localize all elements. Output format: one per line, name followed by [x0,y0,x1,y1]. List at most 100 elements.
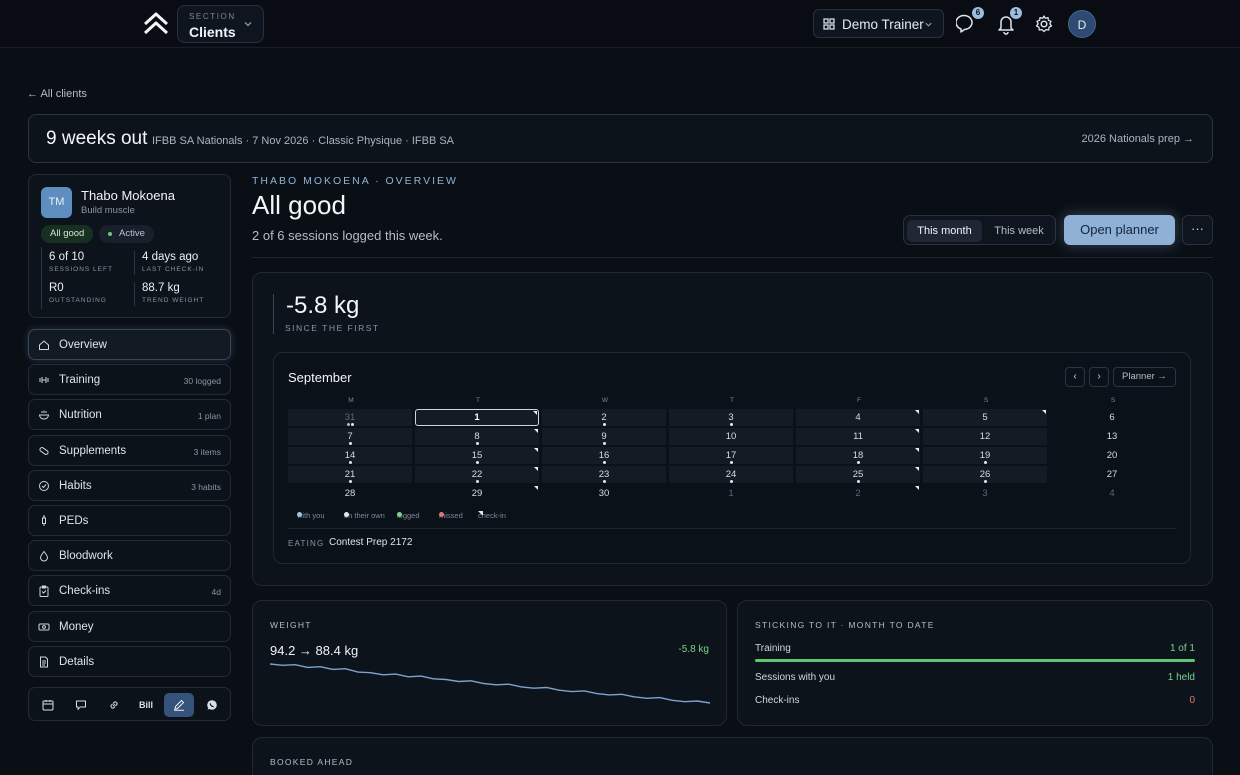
calendar-day[interactable]: 20 [1050,447,1174,464]
user-avatar[interactable]: D [1068,10,1096,38]
more-options-button[interactable]: ··· [1182,215,1213,245]
calendar-day-number: 7 [347,431,353,442]
client-goal: Build muscle [81,205,135,216]
calendar-day[interactable]: 8 [415,428,539,445]
calendar-day[interactable]: 3 [669,409,793,426]
chat-bubble-icon [76,700,86,710]
tab-this-month[interactable]: This month [907,220,982,242]
messages-button[interactable] [955,12,980,36]
calendar-day-number: 1 [728,488,734,499]
stat-divider [134,282,135,306]
calendar-day[interactable]: 3 [923,485,1047,502]
tab-this-week[interactable]: This week [994,225,1044,237]
calendar-day-number: 17 [725,450,737,461]
open-planner-button[interactable]: Open planner [1064,215,1175,245]
calendar-day[interactable]: 2 [796,485,920,502]
session-dot-own [475,442,479,445]
calendar-day[interactable]: 22 [415,466,539,483]
calendar-day[interactable]: 16 [542,447,666,464]
logo-chevrons-icon[interactable] [142,11,170,37]
whatsapp-button[interactable] [197,693,227,717]
weekday-label: S [983,397,989,404]
stat-label: TREND WEIGHT [142,297,205,304]
booked-ahead-label: BOOKED AHEAD [270,757,354,767]
sidebar-item-money[interactable]: Money [28,610,231,642]
calendar-day[interactable]: 29 [415,485,539,502]
calendar-day[interactable]: 1 [669,485,793,502]
calendar-day[interactable]: 15 [415,447,539,464]
sidebar-item-peds[interactable]: PEDs [28,505,231,536]
calendar-prev-button[interactable]: ‹ [1065,367,1085,387]
overview-eyebrow: THABO MOKOENA · OVERVIEW [252,175,458,187]
back-to-clients-link[interactable]: ← All clients [27,88,87,100]
calendar-day[interactable]: 7 [288,428,412,445]
calendar-day[interactable]: 13 [1050,428,1174,445]
notifications-button[interactable] [994,12,1018,36]
calendar-day[interactable]: 28 [288,485,412,502]
booked-ahead-card: BOOKED AHEAD [252,737,1213,775]
calendar-day[interactable]: 19 [923,447,1047,464]
sidebar-item-overview[interactable]: Overview [28,329,231,360]
prep-link[interactable]: 2026 Nationals prep → [1081,133,1194,145]
calendar-day[interactable]: 4 [796,409,920,426]
calendar-day[interactable]: 2 [542,409,666,426]
weight-card[interactable]: WEIGHT 94.2 → 88.4 kg -5.8 kg [252,600,727,726]
stat-divider [41,247,42,309]
calendar-planner-link[interactable]: Planner → [1113,367,1176,387]
calendar-day[interactable]: 17 [669,447,793,464]
calendar-day[interactable]: 5 [923,409,1047,426]
eating-plan[interactable]: Contest Prep 2172 [329,537,413,548]
calendar-day[interactable]: 14 [288,447,412,464]
notifications-badge: 1 [1010,7,1022,19]
session-dots [415,480,539,483]
adherence-row-value: 0 [1189,695,1195,706]
calendar-day[interactable]: 11 [796,428,920,445]
calendar-day[interactable]: 10 [669,428,793,445]
sidebar-item-nutrition[interactable]: Nutrition 1 plan [28,399,231,431]
calendar-day[interactable]: 27 [1050,466,1174,483]
edit-button[interactable] [164,693,194,717]
calendar-next-button[interactable]: › [1089,367,1109,387]
adherence-row-training: Training 1 of 1 [755,643,1195,654]
bill-button[interactable]: Bill [138,700,153,710]
calendar-day-number: 2 [855,488,861,499]
link-button[interactable] [99,693,129,717]
legend-dot-icon [297,512,302,517]
sidebar-item-training[interactable]: Training 30 logged [28,364,231,396]
adherence-row-sessions: Sessions with you 1 held [755,672,1195,683]
calendar-day[interactable]: 6 [1050,409,1174,426]
calendar-day[interactable]: 21 [288,466,412,483]
calendar-day[interactable]: 25 [796,466,920,483]
weekday-label: F [857,397,861,404]
gear-icon [1035,15,1053,33]
section-value: Clients [189,24,236,40]
pencil-icon [174,699,185,711]
settings-button[interactable] [1032,12,1056,36]
sidebar-item-check-ins[interactable]: Check-ins 4d [28,575,231,607]
stat-divider [134,251,135,275]
calendar-day[interactable]: 18 [796,447,920,464]
calendar-day[interactable]: 26 [923,466,1047,483]
sidebar-item-details[interactable]: Details [28,645,231,677]
trainer-switcher[interactable]: Demo Trainer [813,9,944,38]
session-dots [796,461,920,464]
calendar-day[interactable]: 12 [923,428,1047,445]
adherence-row-label: Sessions with you [755,672,836,683]
calendar-day[interactable]: 23 [542,466,666,483]
calendar-day[interactable]: 4 [1050,485,1174,502]
calendar-button[interactable] [33,693,63,717]
calendar-day[interactable]: 24 [669,466,793,483]
messages-badge: 6 [972,7,984,19]
calendar-day[interactable]: 1 [415,409,539,426]
section-switcher[interactable]: SECTION Clients [177,5,264,43]
sidebar-item-habits[interactable]: Habits 3 habits [28,469,231,501]
message-button[interactable] [66,693,96,717]
sidebar-item-bloodwork[interactable]: Bloodwork [28,540,231,572]
legend-label: missed [439,511,463,520]
stat-value: 88.7 kg [142,282,180,294]
sidebar-item-supplements[interactable]: Supplements 3 items [28,434,231,466]
session-dot-own [348,480,352,483]
calendar-day[interactable]: 30 [542,485,666,502]
calendar-day[interactable]: 9 [542,428,666,445]
calendar-day[interactable]: 31 [288,409,412,426]
